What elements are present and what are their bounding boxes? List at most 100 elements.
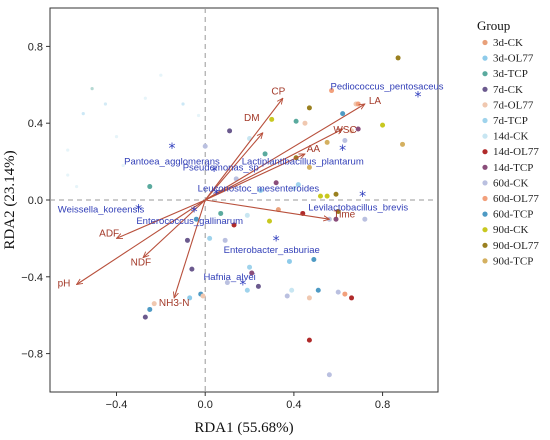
variable-label: AA [307,144,321,155]
sample-point [151,301,157,307]
legend-entry: 14d-TCP [493,162,533,174]
legend-swatch [482,195,488,202]
x-tick-label: 0.8 [375,399,390,411]
faint-sample-point [66,148,70,152]
variable-label: NDF [131,258,152,269]
legend-swatch [482,117,488,124]
legend-swatch [482,39,488,46]
variable-label: CP [271,86,285,97]
species-star-icon: * [135,203,142,219]
legend-entry: 60d-TCP [493,209,533,221]
sample-point [249,270,255,276]
sample-point [244,287,250,293]
y-tick-label: 0.4 [28,118,43,130]
faint-sample-point [90,87,94,91]
species-star-icon: * [339,143,346,159]
species-label: Pseudomonas_sp [183,162,259,173]
sample-point [362,216,368,222]
x-tick-label: −0.4 [106,399,128,411]
variable-arrow [174,199,206,298]
legend-entry: 60d-CK [493,177,529,189]
variable-label: NH3-N [159,298,190,309]
sample-point [293,118,299,124]
sample-point [349,128,355,134]
legend-entry: 3d-TCP [493,68,528,80]
legend-title: Group [477,18,510,33]
x-axis-title: RDA1 (55.68%) [194,420,293,436]
species-label: Leuconostoc_mesenteroides [198,183,320,194]
variable-arrow [204,133,263,201]
legend-swatch [482,258,488,264]
sample-point [306,337,312,343]
legend-entry: 90d-TCP [493,255,533,267]
species-star-icon: * [213,187,220,203]
axis-ticks: −0.4 0.0 0.4 0.8 0.8 0.4 0.0 −0.4 −0.8 [21,41,390,411]
sample-point [227,128,233,134]
legend-swatch [482,102,488,108]
x-tick-label: 0.4 [286,399,301,411]
variable-arrow [205,199,329,219]
legend-swatch [482,86,488,92]
variable-arrow [204,129,342,201]
sample-point [142,314,148,320]
faint-sample-point [121,163,125,168]
y-axis-title: RDA2 (23.14%) [2,150,18,249]
sample-point [335,209,341,215]
variable-label: WSC [333,125,356,136]
sample-point [187,295,193,301]
legend-swatch [482,71,488,77]
species-star-icon: * [168,141,175,157]
sample-point [311,257,317,263]
sample-point [326,372,332,378]
species-star-icon: * [415,89,422,105]
sample-point [147,306,153,312]
species-label: Lactiplantibacillus_plantarum [242,157,364,168]
sample-point [273,180,279,186]
legend-entry: 3d-OL77 [493,53,534,65]
legend-entry: 7d-OL77 [493,99,534,111]
species-label: Pantoea_agglomerans [124,157,220,168]
faint-sample-point [66,173,70,177]
species-star-icon: * [359,189,366,205]
faint-sample-point [114,135,119,139]
sample-point [231,222,237,228]
sample-point [349,295,355,301]
variable-arrow [117,199,206,238]
species-label: Hafnia_alvei [203,272,255,283]
sample-point [317,193,323,199]
species-label: Pediococcus_pentosaceus [330,82,443,93]
legend-entry: 90d-OL77 [493,240,539,252]
sample-point [340,111,346,117]
sample-point [189,266,195,272]
sample-point [333,216,339,222]
legend-entry: 7d-CK [493,84,523,96]
variable-label: pH [58,279,71,290]
y-tick-label: −0.4 [21,272,43,284]
sample-point [315,287,321,293]
variable-label: ADF [99,228,119,239]
y-tick-label: 0.0 [28,195,43,207]
sample-point [262,151,268,157]
legend-entry: 14d-CK [493,131,529,143]
faint-sample-point [181,102,185,106]
sample-point [380,122,386,128]
sample-point [269,116,275,122]
sample-point [184,237,190,243]
sample-point [400,141,406,147]
variable-arrow [204,153,305,201]
species-label: Enterobacter_asburiae [224,245,320,256]
faint-sample-point [75,184,79,189]
sample-point [255,283,261,289]
faint-sample-point [103,102,108,106]
faint-sample-point [81,112,85,116]
species-markers: *Pediococcus_pentosaceus*Lactiplantibaci… [58,82,444,294]
sample-point [289,287,295,293]
faint-sample-point [143,96,147,100]
legend-entry: 3d-CK [493,37,523,49]
sample-point [324,193,330,199]
sample-point [244,212,250,218]
sample-point [247,264,253,270]
faint-sample-point [196,113,201,118]
